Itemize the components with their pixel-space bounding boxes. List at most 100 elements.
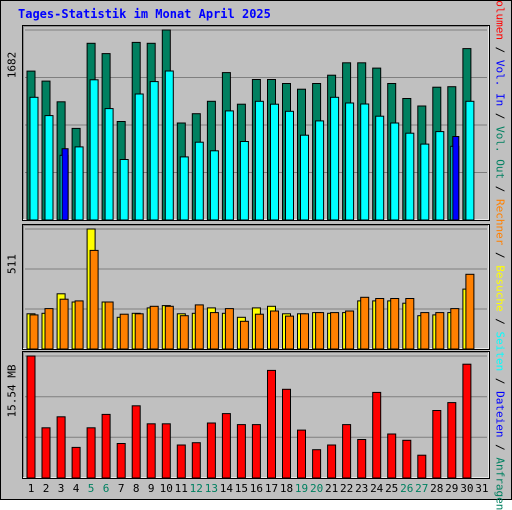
volumen-bar-day-30 <box>462 363 472 478</box>
rechner-bar-day-3 <box>59 298 69 349</box>
series-legend: Volumen / Vol. In / Vol. Out / Rechner /… <box>489 0 511 510</box>
dateien-bar-day-24 <box>375 115 385 220</box>
rechner-bar-day-14 <box>224 308 234 349</box>
volume-chart <box>25 355 487 478</box>
x-tick-label-day-10: 10 <box>159 482 173 495</box>
rechner-bar-day-29 <box>450 308 460 349</box>
dateien-bar-day-28 <box>435 131 445 220</box>
dateien-bar-day-26 <box>405 132 415 220</box>
dateien-bar-day-6 <box>104 108 114 220</box>
rechner-bar-day-4 <box>74 300 84 349</box>
dateien-bar-day-18 <box>285 110 294 220</box>
x-tick-label-day-31: 31 <box>475 482 489 495</box>
x-tick-label-day-26: 26 <box>400 482 414 495</box>
x-tick-label-day-20: 20 <box>309 482 324 495</box>
x-tick-label-day-18: 18 <box>279 482 294 495</box>
requests-chart-panel <box>22 25 490 221</box>
legend-separator: / <box>493 245 507 266</box>
rechner-bar-day-24 <box>375 298 385 349</box>
dateien-bar-day-15 <box>239 141 249 220</box>
volumen-bar-day-3 <box>56 416 66 478</box>
visits-ymax-label: 511 <box>5 254 18 274</box>
legend-separator: / <box>493 179 507 200</box>
volumen-bar-day-29 <box>447 402 457 478</box>
x-tick-label-day-7: 7 <box>117 482 125 495</box>
volumen-bar-day-9 <box>146 423 156 478</box>
rechner-bar-day-28 <box>435 312 445 349</box>
x-tick-label-day-9: 9 <box>147 482 155 495</box>
dateien-bar-day-2 <box>44 115 54 220</box>
dateien-bar-day-12 <box>194 141 204 220</box>
dateien-bar-day-27 <box>420 143 430 220</box>
x-tick-label-day-28: 28 <box>430 482 444 495</box>
volumen-bar-day-6 <box>101 413 111 478</box>
dateien-bar-day-11 <box>179 156 189 220</box>
x-tick-label-day-14: 14 <box>219 482 234 495</box>
volumen-bar-day-24 <box>372 391 382 478</box>
rechner-bar-day-7 <box>119 313 129 349</box>
volumen-bar-day-7 <box>116 443 126 478</box>
legend-vol-in: Vol. In <box>493 59 507 107</box>
requests-ymax-label: 1682 <box>5 51 18 79</box>
x-tick-label-day-1: 1 <box>27 482 35 495</box>
x-tick-label-day-11: 11 <box>174 482 188 495</box>
x-tick-label-day-3: 3 <box>57 482 65 495</box>
x-tick-label-day-21: 21 <box>324 482 339 495</box>
x-tick-label-day-13: 13 <box>204 482 219 495</box>
volumen-bar-day-2 <box>41 427 51 478</box>
x-tick-label-day-16: 16 <box>249 482 264 495</box>
legend-volumen: Volumen <box>493 0 507 41</box>
page-title: Tages-Statistik im Monat April 2025 <box>18 7 271 21</box>
rechner-bar-day-13 <box>209 312 219 349</box>
rechner-bar-day-17 <box>270 310 279 349</box>
x-tick-label-day-8: 8 <box>132 482 140 495</box>
requests-chart <box>25 29 487 220</box>
volumen-bar-day-22 <box>342 424 352 478</box>
rechner-bar-day-11 <box>179 315 189 349</box>
legend-dateien: Dateien <box>493 391 507 438</box>
x-tick-label-day-30: 30 <box>460 482 474 495</box>
rechner-bar-day-10 <box>164 305 174 349</box>
volumen-bar-day-14 <box>221 413 231 478</box>
volumen-bar-day-5 <box>86 427 96 478</box>
volumen-bar-day-17 <box>267 369 276 478</box>
volumen-bar-day-15 <box>236 424 246 478</box>
rechner-bar-day-22 <box>345 310 355 349</box>
volumen-bar-day-25 <box>387 433 397 478</box>
volume-chart-panel <box>22 351 490 479</box>
rechner-bar-day-6 <box>104 301 114 349</box>
x-tick-label-day-24: 24 <box>370 482 384 495</box>
legend-separator: / <box>493 371 507 392</box>
dateien-bar-day-17 <box>270 103 279 220</box>
legend-separator: / <box>493 311 507 332</box>
x-tick-label-day-12: 12 <box>189 482 203 495</box>
volumen-bar-day-4 <box>71 446 81 478</box>
rechner-bar-day-5 <box>89 249 99 349</box>
volumen-bar-day-12 <box>191 442 201 478</box>
x-tick-label-day-29: 29 <box>445 482 459 495</box>
rechner-bar-day-18 <box>285 315 294 349</box>
rechner-bar-day-16 <box>254 313 264 349</box>
legend-separator: / <box>493 40 507 60</box>
rechner-bar-day-2 <box>44 308 54 349</box>
dateien-bar-day-22 <box>345 102 355 220</box>
x-tick-label-day-15: 15 <box>234 482 249 495</box>
rechner-bar-day-21 <box>330 312 340 349</box>
legend-anfragen: Anfragen <box>493 457 507 510</box>
legend-seiten: Seiten <box>493 331 507 372</box>
dateien-bar-day-4 <box>74 146 84 220</box>
dateien-bar-day-30 <box>465 100 475 220</box>
volume-ymax-label: 15.54 MB <box>5 364 18 418</box>
dateien-bar-day-13 <box>209 150 219 220</box>
rechner-bar-day-9 <box>149 305 159 349</box>
dateien-bar-day-21 <box>330 96 340 220</box>
volumen-bar-day-26 <box>402 439 412 478</box>
volumen-bar-day-16 <box>251 424 261 478</box>
volumen-bar-day-28 <box>432 410 442 478</box>
seiten-bar-day-29 <box>452 136 460 220</box>
dateien-bar-day-7 <box>119 159 129 220</box>
rechner-bar-day-26 <box>405 298 415 349</box>
x-tick-label-day-22: 22 <box>339 482 354 495</box>
dateien-bar-day-10 <box>164 70 174 220</box>
x-tick-label-day-19: 19 <box>294 482 309 495</box>
